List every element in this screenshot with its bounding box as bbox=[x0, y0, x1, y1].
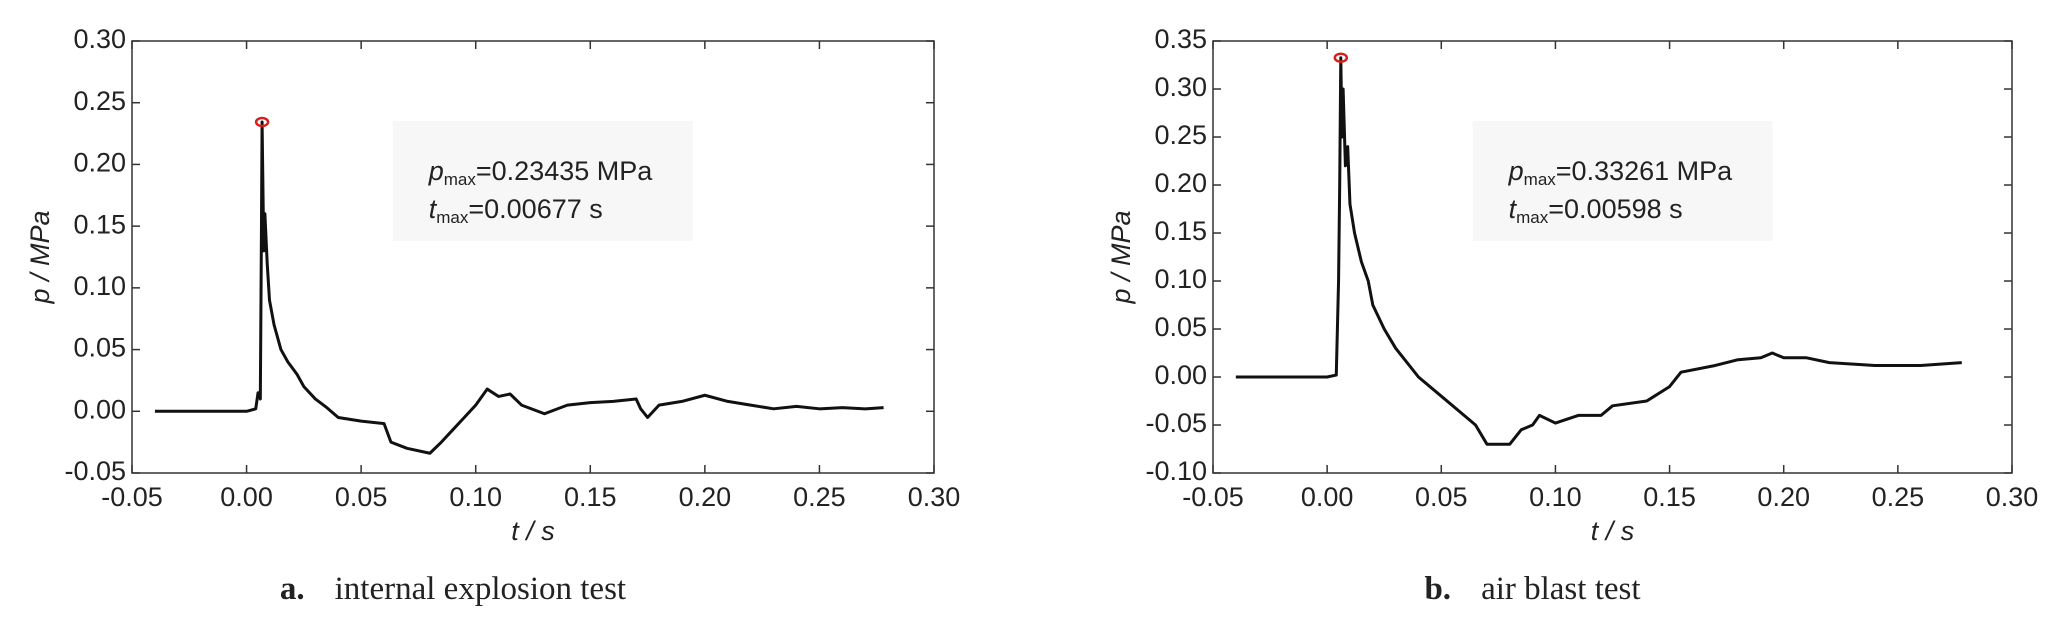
x-tick-label: 0.05 bbox=[335, 482, 388, 512]
plot-frame bbox=[1212, 40, 2013, 474]
annotation: tmax=0.00598 s bbox=[1509, 194, 1683, 227]
y-tick-label: -0.05 bbox=[64, 456, 126, 486]
x-tick-label: 0.00 bbox=[220, 482, 273, 512]
y-tick-label: 0.10 bbox=[73, 271, 126, 301]
annotation-text: =0.00598 s bbox=[1548, 194, 1682, 224]
y-tick-label: 0.15 bbox=[1154, 216, 1207, 246]
annotation-symbol: p bbox=[1508, 156, 1524, 186]
caption-label: b. bbox=[1424, 571, 1451, 607]
x-axis-label: t / s bbox=[511, 516, 555, 546]
x-tick-label: 0.25 bbox=[793, 482, 846, 512]
x-tick-label: 0.10 bbox=[1529, 482, 1582, 512]
x-tick-label: 0.30 bbox=[908, 482, 961, 512]
y-tick-label: 0.00 bbox=[1154, 360, 1207, 390]
y-tick-label: 0.25 bbox=[1154, 120, 1207, 150]
y-tick-label: 0.25 bbox=[73, 86, 126, 116]
annotation-subscript: max bbox=[1524, 170, 1557, 189]
chart: -0.05 0.00 0.05 0.10 0.15 0.20 0.25 0.30 -0.05 0.… bbox=[25, 24, 960, 606]
annotation-box bbox=[1472, 121, 1773, 241]
annotation: tmax=0.00677 s bbox=[429, 194, 603, 227]
y-tick-label: 0.30 bbox=[1154, 72, 1207, 102]
y-tick-label: 0.35 bbox=[1154, 24, 1207, 54]
annotation: pmax=0.23435 MPa bbox=[428, 156, 654, 189]
caption: a. internal explosion test bbox=[280, 571, 626, 607]
y-tick-label: 0.20 bbox=[73, 148, 126, 178]
x-tick-label: 0.20 bbox=[1757, 482, 1810, 512]
caption-label: a. bbox=[280, 571, 305, 607]
x-axis-label: t / s bbox=[1591, 516, 1635, 546]
annotation-symbol: p bbox=[428, 156, 444, 186]
annotation-subscript: max bbox=[436, 208, 469, 227]
y-tick-label: 0.10 bbox=[1154, 264, 1207, 294]
annotation: pmax=0.33261 MPa bbox=[1508, 156, 1734, 189]
x-tick-label: 0.15 bbox=[564, 482, 617, 512]
y-axis-label: p / MPa bbox=[25, 210, 55, 304]
pressure-line bbox=[1235, 56, 1962, 446]
x-tick-label: 0.10 bbox=[449, 482, 502, 512]
x-tick-label: 0.00 bbox=[1301, 482, 1354, 512]
y-tick-label: 0.05 bbox=[1154, 312, 1207, 342]
caption-text: air blast test bbox=[1481, 571, 1640, 607]
x-tick-label: -0.05 bbox=[1182, 482, 1244, 512]
annotation-text: =0.33261 MPa bbox=[1556, 156, 1733, 186]
x-tick-label: 0.25 bbox=[1872, 482, 1925, 512]
y-tick-label: 0.20 bbox=[1154, 168, 1207, 198]
annotation-box bbox=[392, 121, 693, 241]
x-tick-label: 0.30 bbox=[1986, 482, 2039, 512]
y-tick-label: 0.05 bbox=[73, 333, 126, 363]
y-tick-label: -0.05 bbox=[1145, 408, 1207, 438]
annotation-text: =0.23435 MPa bbox=[476, 156, 653, 186]
pressure-line bbox=[154, 120, 884, 455]
annotation-subscript: max bbox=[1516, 208, 1549, 227]
x-tick-label: 0.15 bbox=[1643, 482, 1696, 512]
peak-marker bbox=[1333, 52, 1349, 63]
y-axis-label: p / MPa bbox=[1106, 210, 1136, 304]
annotation-symbol: t bbox=[1509, 194, 1518, 224]
annotation-text: =0.00677 s bbox=[468, 194, 602, 224]
caption-text: internal explosion test bbox=[335, 571, 626, 607]
annotation-symbol: t bbox=[429, 194, 438, 224]
plot-frame bbox=[131, 40, 935, 474]
peak-marker bbox=[254, 116, 270, 128]
y-tick-label: 0.30 bbox=[73, 24, 126, 54]
caption: b. air blast test bbox=[1424, 571, 1640, 607]
y-tick-label: 0.15 bbox=[73, 209, 126, 239]
annotation-subscript: max bbox=[444, 170, 477, 189]
x-tick-label: 0.05 bbox=[1415, 482, 1468, 512]
chart: -0.05 0.00 0.05 0.10 0.15 0.20 0.25 0.30-0.10-0… bbox=[1106, 24, 2038, 606]
y-tick-label: 0.00 bbox=[73, 394, 126, 424]
y-tick-label: -0.10 bbox=[1145, 456, 1207, 486]
x-tick-label: -0.05 bbox=[101, 482, 163, 512]
x-tick-label: 0.20 bbox=[679, 482, 732, 512]
